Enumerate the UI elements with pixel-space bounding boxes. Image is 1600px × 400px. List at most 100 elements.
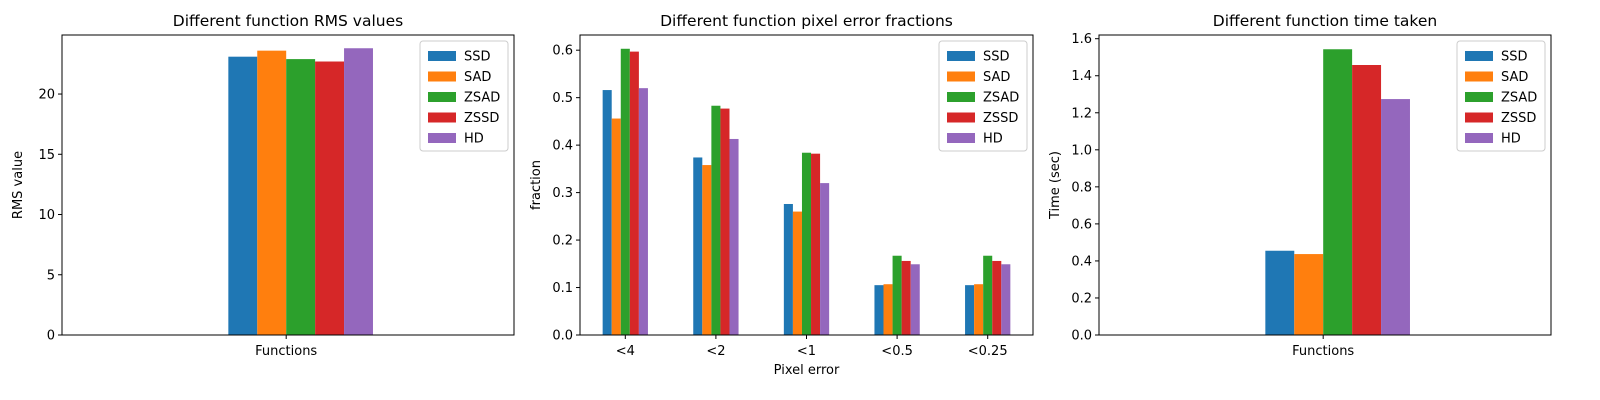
chart-title: Different function pixel error fractions	[660, 12, 953, 30]
legend-label-zsad: ZSAD	[983, 91, 1019, 106]
bar-sad-1	[611, 118, 621, 335]
chart-panel-2: 0.0 0.1 0.2 0.3 0.4 0.5 0.6 <4 <2 <1 <0.5 <0.25 Diff…	[529, 12, 1034, 378]
legend-label-zssd: ZSSD	[983, 111, 1018, 126]
bar-hd-2	[729, 138, 739, 335]
legend-label-sad: SAD	[464, 70, 491, 85]
bar-sad-3	[792, 211, 802, 335]
legend-swatch-sad	[428, 71, 456, 82]
chart-title: Different function RMS values	[173, 12, 403, 30]
y-tick-label: 20	[38, 88, 55, 103]
y-tick-label: 0.3	[552, 186, 573, 201]
bar-zsad-1	[286, 59, 316, 335]
bar-zsad-1	[620, 48, 630, 336]
bar-hd-1	[638, 88, 648, 335]
y-tick-label: 1.4	[1071, 69, 1092, 84]
y-tick-label: 1.2	[1071, 106, 1092, 121]
legend-label-ssd: SSD	[983, 50, 1010, 65]
axes-frame	[61, 34, 515, 336]
bar-zssd-4	[901, 260, 911, 335]
bar-zsad-5	[983, 255, 993, 335]
legend-label-ssd: SSD	[1501, 50, 1528, 65]
x-tick-label: <4	[616, 344, 635, 359]
bars-panel-2	[602, 48, 1011, 336]
x-tick-label: Functions	[1292, 344, 1354, 359]
legend: SSD SAD ZSAD ZSSD HD	[938, 40, 1028, 152]
bar-ssd-1	[228, 56, 258, 335]
bar-zsad-4	[892, 255, 902, 335]
legend-swatch-zssd	[1465, 112, 1493, 123]
legend-swatch-zssd	[947, 112, 975, 123]
legend-swatch-hd	[947, 133, 975, 143]
chart-panel-3: 0.0 0.2 0.4 0.6 0.8 1.0 1.2 1.4 1.6 Functions Diff…	[1048, 12, 1552, 359]
bar-ssd-2	[693, 157, 703, 335]
legend-swatch-ssd	[947, 51, 975, 61]
y-tick-label: 10	[38, 208, 55, 223]
y-axis-label: fraction	[529, 160, 544, 210]
y-tick-label: 0.4	[1071, 254, 1092, 269]
axes-frame	[1098, 34, 1552, 336]
bar-ssd-1	[602, 90, 612, 335]
bar-zssd-3	[811, 153, 821, 335]
legend-swatch-hd	[428, 133, 456, 143]
bar-sad-2	[702, 165, 712, 335]
y-tick-label: 1.0	[1071, 143, 1092, 158]
legend-label-hd: HD	[983, 132, 1003, 147]
y-tick-label: 0.8	[1071, 180, 1092, 195]
legend-box	[1456, 40, 1546, 152]
y-tick-label: 0.2	[552, 234, 573, 249]
legend-label-zsad: ZSAD	[464, 91, 500, 106]
y-tick-label: 0.5	[552, 91, 573, 106]
legend-label-hd: HD	[1501, 132, 1521, 147]
bar-zssd-1	[1352, 65, 1382, 335]
bar-ssd-5	[965, 285, 975, 335]
bar-sad-1	[1294, 254, 1324, 335]
legend-label-zssd: ZSSD	[1501, 111, 1536, 126]
y-axis-label: RMS value	[11, 151, 26, 219]
legend-swatch-sad	[947, 71, 975, 82]
bar-zsad-2	[711, 105, 721, 335]
y-tick-label: 1.6	[1071, 32, 1092, 47]
bar-zsad-3	[801, 152, 812, 335]
y-axis-label: Time (sec)	[1048, 151, 1063, 220]
bar-hd-1	[1381, 99, 1410, 335]
legend-box	[419, 40, 509, 152]
y-tick-label: 0	[47, 329, 55, 344]
y-tick-label: 5	[47, 268, 55, 283]
y-tick-label: 0.4	[552, 139, 573, 154]
chart-panel-1: 0 5 10 15 20 Functions Different function RMS …	[11, 12, 515, 359]
legend-label-hd: HD	[464, 132, 484, 147]
legend-swatch-zsad	[1465, 92, 1493, 102]
legend-label-zsad: ZSAD	[1501, 91, 1537, 106]
bar-zssd-1	[315, 61, 345, 335]
legend-label-ssd: SSD	[464, 50, 491, 65]
x-tick-label: <1	[797, 344, 816, 359]
bar-zssd-2	[720, 108, 730, 335]
bar-sad-4	[883, 284, 893, 335]
legend-box	[938, 40, 1028, 152]
x-tick-label: <2	[706, 344, 725, 359]
legend-swatch-zsad	[947, 92, 975, 102]
x-axis-label: Pixel error	[774, 363, 840, 378]
y-tick-label: 0.6	[1071, 217, 1092, 232]
legend-swatch-ssd	[428, 51, 456, 61]
bar-hd-5	[1001, 264, 1011, 335]
legend: SSD SAD ZSAD ZSSD HD	[1456, 40, 1546, 152]
x-tick-label: <0.5	[881, 344, 913, 359]
legend-swatch-zssd	[428, 112, 456, 123]
legend-swatch-ssd	[1465, 51, 1493, 61]
x-tick-label: Functions	[255, 344, 317, 359]
legend-label-sad: SAD	[983, 70, 1010, 85]
bar-ssd-1	[1265, 250, 1295, 335]
y-tick-label: 0.6	[552, 44, 573, 59]
bar-ssd-3	[783, 203, 793, 335]
bar-sad-1	[257, 50, 287, 335]
bar-hd-3	[820, 183, 830, 335]
y-tick-label: 0.0	[1071, 329, 1092, 344]
legend-label-zssd: ZSSD	[464, 111, 499, 126]
legend-swatch-zsad	[428, 92, 456, 102]
y-tick-label: 0.1	[552, 281, 573, 296]
legend: SSD SAD ZSAD ZSSD HD	[419, 40, 509, 152]
y-tick-label: 0.2	[1071, 291, 1092, 306]
legend-swatch-sad	[1465, 71, 1493, 82]
